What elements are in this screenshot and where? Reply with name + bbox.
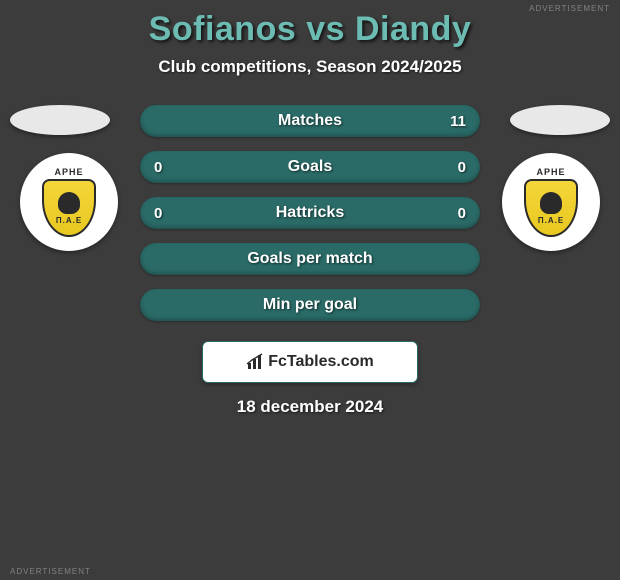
stat-right-value: 0 [426,205,466,222]
brand-inner: FcTables.com [246,353,374,371]
stat-row-goals-per-match: Goals per match [140,243,480,275]
stat-label: Matches [194,112,426,130]
comparison-card: Sofianos vs Diandy Club competitions, Se… [0,0,620,417]
stat-row-min-per-goal: Min per goal [140,289,480,321]
club-top-text-left: APHE [54,167,83,177]
player-right-silhouette [510,105,610,135]
stat-row-goals: 0 Goals 0 [140,151,480,183]
stat-row-hattricks: 0 Hattricks 0 [140,197,480,229]
club-shield-right: Π.A.E [524,179,578,237]
subtitle: Club competitions, Season 2024/2025 [158,57,461,77]
stat-label: Hattricks [194,204,426,222]
club-badge-right[interactable]: APHE Π.A.E [502,153,600,251]
stat-label: Goals [194,158,426,176]
ad-label-top: ADVERTISEMENT [529,4,610,13]
club-figure-icon [58,192,80,214]
club-shield-left: Π.A.E [42,179,96,237]
club-inner-left: APHE Π.A.E [35,162,103,242]
date-text: 18 december 2024 [237,397,384,417]
club-inner-right: APHE Π.A.E [517,162,585,242]
stat-row-matches: Matches 11 [140,105,480,137]
stat-right-value: 0 [426,159,466,176]
chart-icon [246,353,264,371]
club-badge-left[interactable]: APHE Π.A.E [20,153,118,251]
stats-area: APHE Π.A.E APHE Π.A.E Matches 11 0 [0,105,620,417]
club-bottom-text-right: Π.A.E [538,216,564,225]
stat-left-value: 0 [154,159,194,176]
ad-label-bottom: ADVERTISEMENT [10,567,91,576]
stat-right-value: 11 [426,113,466,130]
club-bottom-text-left: Π.A.E [56,216,82,225]
player-left-silhouette [10,105,110,135]
page-title: Sofianos vs Diandy [149,10,472,49]
brand-box[interactable]: FcTables.com [202,341,418,383]
club-figure-icon [540,192,562,214]
stat-label: Min per goal [194,296,426,314]
stat-left-value: 0 [154,205,194,222]
club-top-text-right: APHE [536,167,565,177]
stat-label: Goals per match [194,250,426,268]
brand-text: FcTables.com [268,353,374,371]
